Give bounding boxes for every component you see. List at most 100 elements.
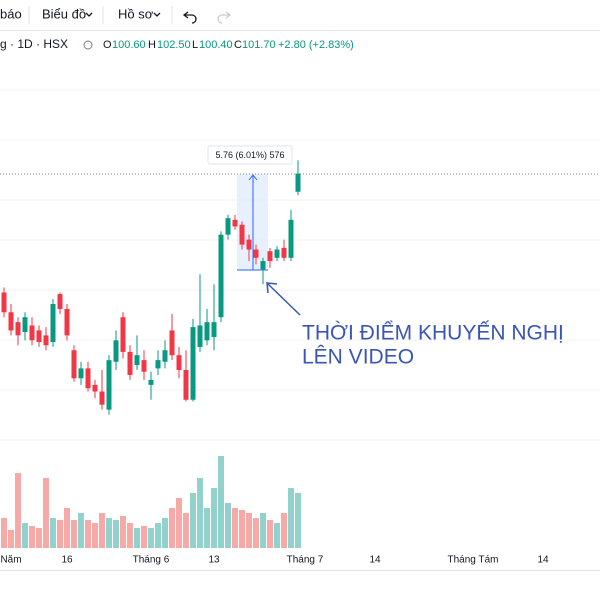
eye-icon[interactable]	[83, 40, 93, 50]
volume-bar	[141, 526, 147, 548]
volume-bar	[246, 513, 252, 548]
volume-bar	[113, 520, 119, 548]
volume-bar	[211, 488, 217, 548]
volume-bar	[29, 526, 35, 548]
volume-bar	[274, 523, 280, 548]
candle-body	[225, 218, 231, 235]
volume-bar	[190, 493, 196, 548]
volume-bar	[288, 488, 294, 548]
candle-body	[50, 304, 56, 342]
volume-bar	[57, 520, 63, 548]
candle-body	[22, 317, 28, 333]
candle-body	[106, 360, 112, 410]
x-tick-label: 13	[208, 555, 220, 566]
volume-bar	[64, 508, 70, 548]
candle-body	[71, 350, 77, 379]
redo-icon[interactable]	[217, 11, 232, 24]
measure-label: 5.76 (6.01%) 576	[215, 150, 284, 160]
candle-body	[57, 294, 63, 309]
candle-body	[232, 219, 238, 227]
volume-bar	[253, 518, 259, 548]
x-tick-label: 14	[369, 555, 381, 566]
measure-label-box	[207, 145, 293, 165]
toolbar-item[interactable]: Hồ sơ	[118, 6, 154, 21]
candle-body	[239, 224, 245, 245]
annotation-text: THỜI ĐIỂM KHUYẾN NGHỊ	[302, 322, 564, 345]
ohlc-key: H	[148, 39, 156, 51]
ohlc-value: 101.70	[242, 39, 276, 51]
x-tick-label: 14	[537, 555, 549, 566]
candle-body	[8, 312, 14, 331]
volume-bar	[162, 518, 168, 548]
candle-body	[99, 391, 105, 405]
volume-bar	[260, 513, 266, 548]
chevron[interactable]	[85, 12, 93, 17]
ohlc-value: 100.60	[112, 39, 146, 51]
volume-bar	[36, 528, 42, 548]
volume-bar	[71, 520, 77, 548]
candle-body	[36, 330, 42, 342]
x-tick-label: 16	[61, 555, 73, 566]
volume-bar	[127, 523, 133, 548]
volume-bar	[176, 498, 182, 548]
volume-bar	[92, 523, 98, 548]
volume-bar	[50, 518, 56, 548]
candle-body	[274, 249, 280, 258]
volume-bar	[99, 513, 105, 548]
ohlc-key: C	[234, 39, 242, 51]
volume-bar	[134, 528, 140, 548]
ohlc-value: 102.50	[157, 39, 191, 51]
volume-bar	[267, 520, 273, 548]
undo-icon[interactable]	[182, 11, 197, 24]
candle-body	[85, 368, 91, 389]
volume-bar	[22, 523, 28, 548]
volume-bar	[204, 508, 210, 548]
ohlc-key: L	[192, 39, 198, 51]
ohlc-value: 100.40	[199, 39, 233, 51]
chevron[interactable]	[153, 12, 161, 17]
volume-bar	[281, 513, 287, 548]
candle-body	[281, 247, 287, 258]
volume-bar	[169, 508, 175, 548]
volume-bar	[85, 520, 91, 548]
candle-body	[1, 292, 7, 313]
volume-bar	[225, 503, 231, 548]
candle-body	[78, 368, 84, 379]
annotation-text: LÊN VIDEO	[302, 346, 414, 369]
candle-body	[295, 173, 301, 192]
volume-bar	[232, 508, 238, 548]
plot: Năm 16 Tháng 6 13 Tháng 7 14 Tháng Tám 14	[0, 160, 549, 566]
volume-bar	[78, 513, 84, 548]
candle-body	[64, 308, 70, 336]
volume-bar	[1, 518, 7, 548]
volume-bar	[106, 518, 112, 548]
x-tick-label: Tháng Tám	[448, 555, 499, 566]
grid	[0, 89, 600, 441]
ohlc-key: O	[103, 39, 112, 51]
candle-body	[253, 249, 259, 258]
candle-body	[92, 384, 98, 392]
toolbar-item[interactable]: báo	[0, 6, 22, 21]
candle-body	[218, 234, 224, 318]
candle-body	[148, 379, 154, 385]
candle-body	[190, 327, 196, 400]
candle-body	[127, 351, 133, 375]
candle-body	[260, 261, 266, 270]
candle-body	[141, 360, 147, 372]
candle-body	[211, 322, 217, 338]
volume-bar	[8, 530, 14, 548]
candle-body	[246, 239, 252, 250]
x-tick-label: Tháng 7	[287, 555, 324, 566]
volume-bar	[197, 478, 203, 548]
volume-bar	[183, 513, 189, 548]
ohlc-change: +2.80 (+2.83%)	[278, 39, 354, 51]
candle-body	[29, 325, 35, 341]
volume-bar	[120, 516, 126, 548]
candle-body	[176, 355, 182, 371]
toolbar-item[interactable]: Biểu đồ	[42, 6, 86, 21]
candle-body	[162, 350, 168, 362]
candle-body	[204, 322, 210, 341]
annotation-arrow	[267, 283, 301, 316]
